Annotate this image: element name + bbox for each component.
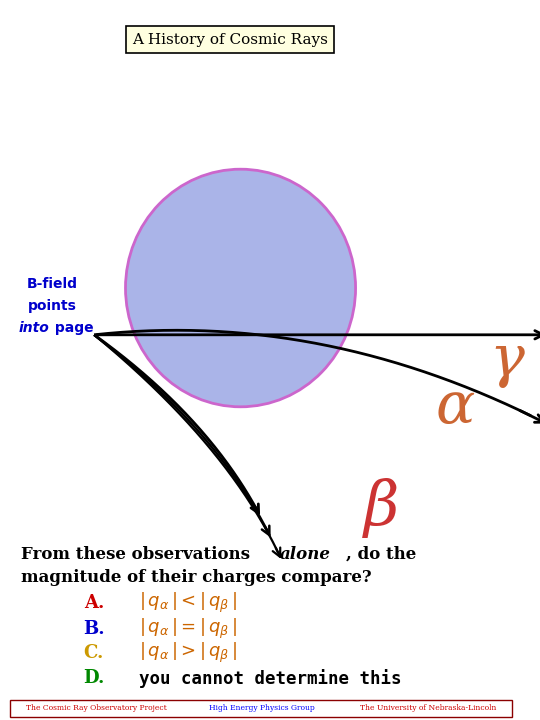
Text: γ: γ [490,332,525,388]
Text: magnitude of their charges compare?: magnitude of their charges compare? [21,569,372,586]
Text: into: into [19,320,50,335]
Text: High Energy Physics Group: High Energy Physics Group [208,704,314,713]
Text: alone: alone [280,546,331,563]
Text: C.: C. [84,644,104,662]
Text: $| \, q_\alpha \, | > | \, q_\beta \, |$: $| \, q_\alpha \, | > | \, q_\beta \, |$ [139,641,237,665]
Text: α: α [435,379,475,435]
Text: $| \, q_\alpha \, | = | \, q_\beta \, |$: $| \, q_\alpha \, | = | \, q_\beta \, |$ [139,616,237,641]
Text: , do the: , do the [346,546,416,563]
Text: page: page [50,320,93,335]
Ellipse shape [125,169,355,407]
Text: B.: B. [84,619,105,638]
Text: points: points [28,299,77,313]
Text: The Cosmic Ray Observatory Project: The Cosmic Ray Observatory Project [26,704,167,713]
Text: $| \, q_\alpha \, | < | \, q_\beta \, |$: $| \, q_\alpha \, | < | \, q_\beta \, |$ [139,591,237,616]
Text: From these observations: From these observations [21,546,255,563]
Text: D.: D. [84,670,105,687]
Text: β: β [364,477,400,538]
Text: B-field: B-field [27,277,78,292]
Text: A.: A. [84,595,104,612]
Text: A History of Cosmic Rays: A History of Cosmic Rays [132,32,328,47]
Text: The University of Nebraska-Lincoln: The University of Nebraska-Lincoln [360,704,497,713]
Text: you cannot determine this: you cannot determine this [139,669,401,688]
